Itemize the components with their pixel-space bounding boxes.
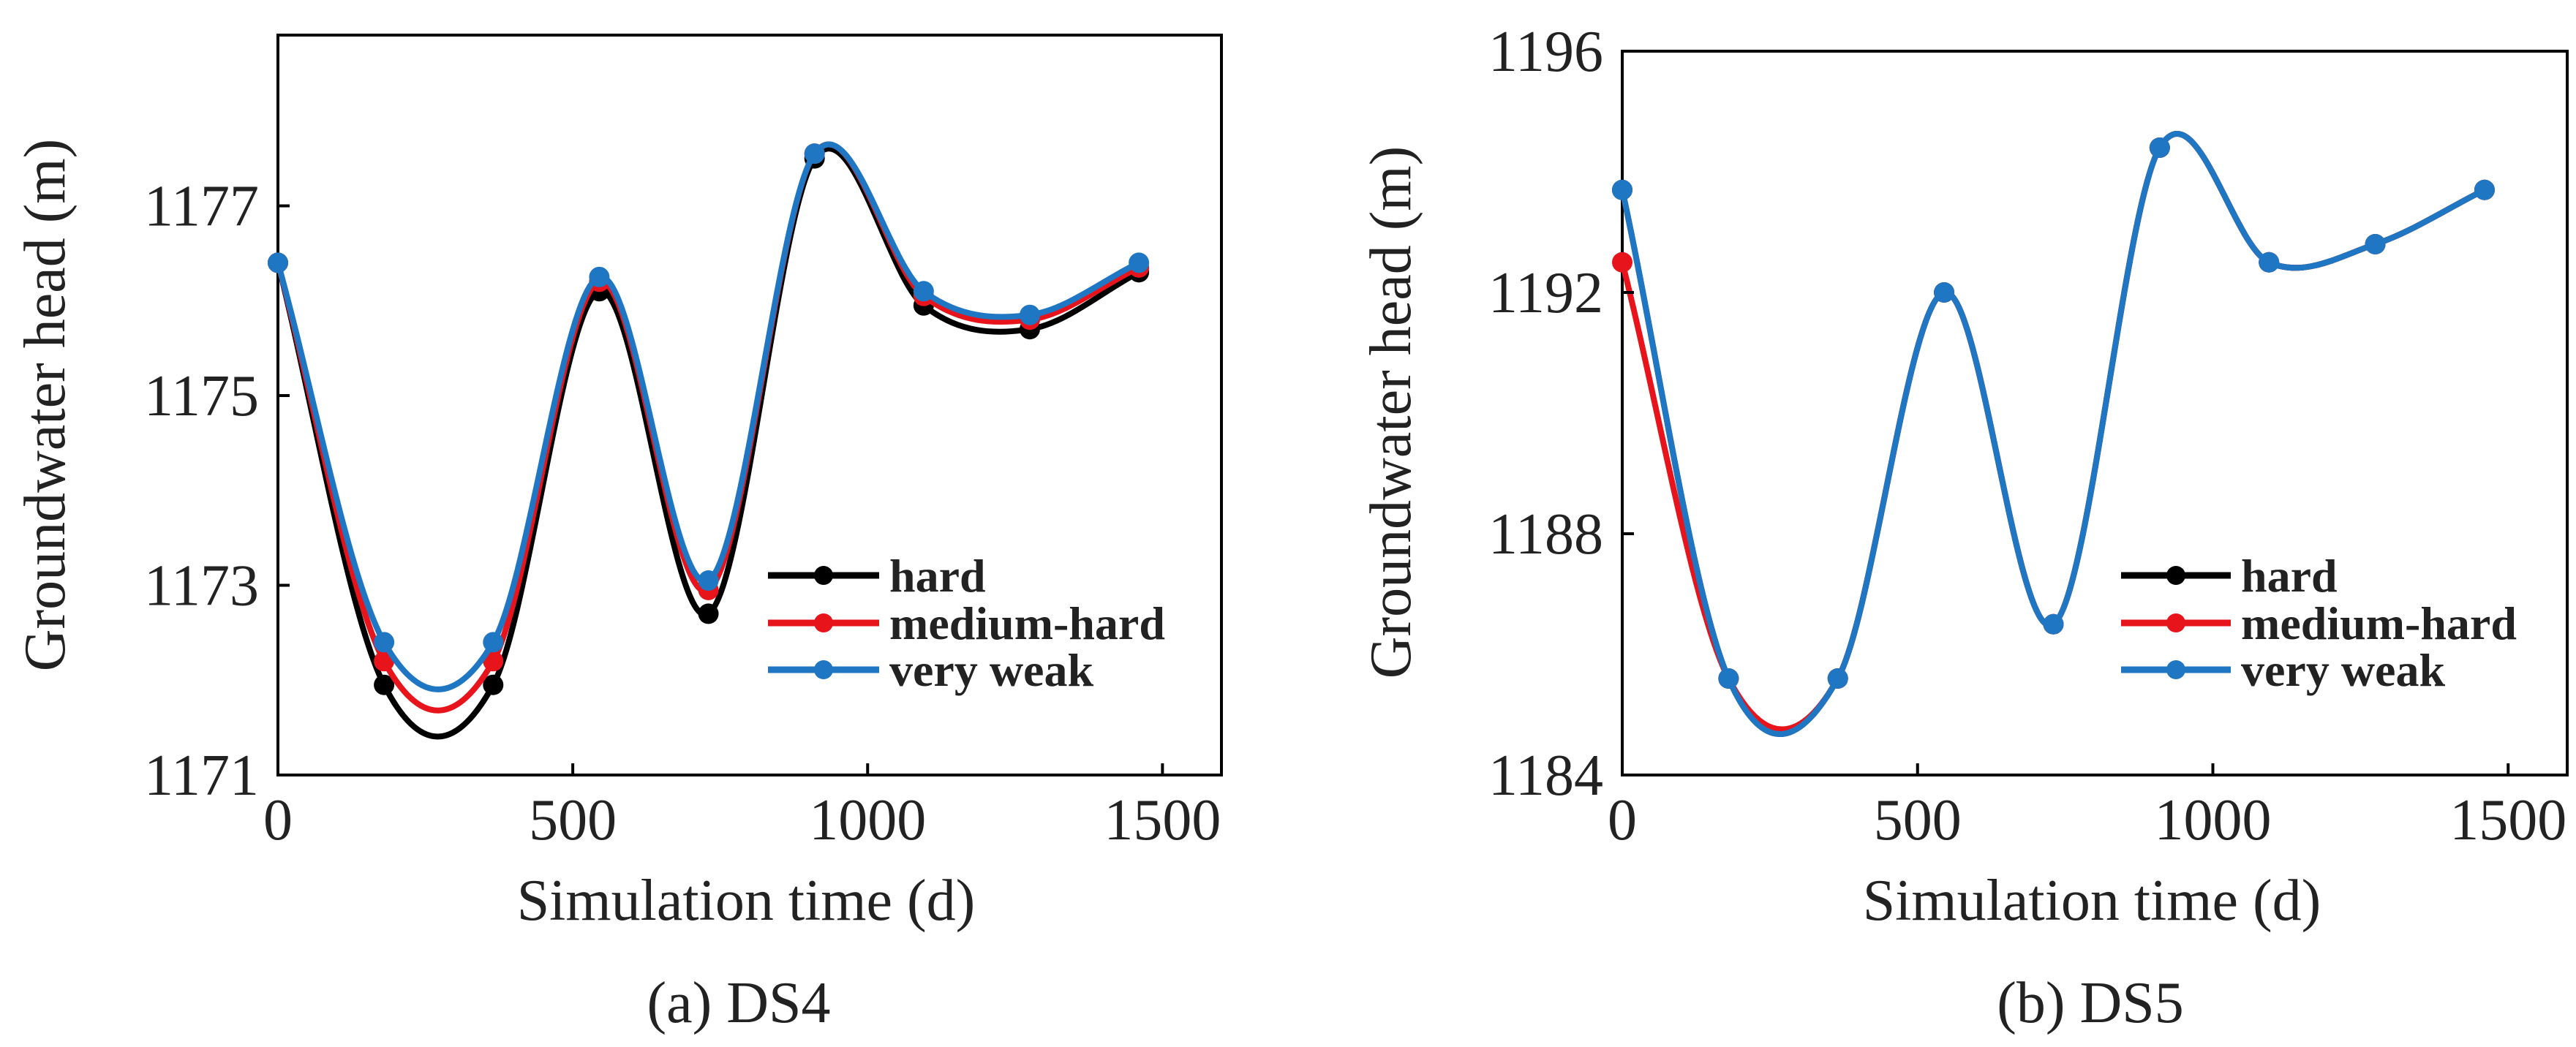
legend-label-medium-hard: medium-hard [889,597,1165,649]
legend-label-hard: hard [889,550,986,602]
data-point-hard [698,603,719,624]
y-axis-title: Groundwater head (m) [13,139,78,672]
series-layer [268,141,1150,740]
x-tick-label: 1000 [2155,788,2272,853]
tick-layer: 0 500 1000 1500 1171 1173 1175 1177 [144,175,1221,853]
panel-caption: (b) DS5 [1997,971,2184,1035]
data-point-hard [374,674,395,695]
plot-frame [1621,50,2569,776]
legend-marker-hard [2166,566,2185,585]
data-point-very-weak [1718,668,1739,689]
legend-label-hard: hard [2241,550,2338,602]
panel-b: 0 500 1000 1500 1184 1188 1192 1196 hard medium… [1359,20,2569,1035]
data-point-very-weak [2149,137,2170,158]
legend-marker-very-weak [814,660,833,679]
data-point-medium-hard [1612,252,1632,273]
legend-marker-hard [814,566,833,585]
y-tick-label: 1171 [144,744,259,808]
series-very-weak [1612,131,2495,738]
y-tick-label: 1173 [144,554,259,619]
data-point-very-weak [698,570,719,591]
y-tick-label: 1188 [1488,502,1603,567]
x-tick-label: 500 [529,788,617,853]
y-tick-label: 1175 [144,364,259,428]
y-tick-label: 1192 [1488,261,1603,325]
data-point-very-weak [1934,282,1955,303]
x-tick-label: 1500 [1104,788,1221,853]
legend-label-very-weak: very weak [2241,644,2445,696]
data-point-very-weak [2365,234,2386,254]
y-axis-title: Groundwater head (m) [1359,146,1423,679]
x-axis-title: Simulation time (d) [517,869,976,933]
plot-frame [276,34,1223,776]
data-point-very-weak [268,252,288,273]
legend: hard medium-hard very weak [2121,550,2517,696]
data-point-medium-hard [483,651,504,672]
data-point-very-weak [2259,252,2280,273]
legend-marker-very-weak [2166,660,2185,679]
tick-layer: 0 500 1000 1500 1184 1188 1192 1196 [1488,20,2566,853]
legend: hard medium-hard very weak [768,550,1165,696]
data-point-very-weak [804,143,825,165]
series-layer [1612,131,2495,738]
x-tick-label: 500 [1874,788,1962,853]
data-point-very-weak [1612,179,1632,200]
series-very-weak [268,141,1150,692]
x-tick-label: 1500 [2449,788,2566,853]
panel-a: 0 500 1000 1500 1171 1173 1175 1177 hard medium… [13,34,1223,1035]
data-point-very-weak [483,632,504,653]
data-point-very-weak [2043,613,2064,635]
legend-label-very-weak: very weak [889,644,1093,696]
y-tick-label: 1184 [1488,744,1603,808]
data-point-very-weak [1827,668,1848,689]
legend-marker-medium-hard [814,613,833,632]
x-tick-label: 1000 [809,788,926,853]
legend-marker-medium-hard [2166,613,2185,632]
x-axis-title: Simulation time (d) [1863,869,2321,933]
data-point-hard [483,674,504,695]
x-tick-label: 0 [263,788,293,853]
data-point-very-weak [589,266,610,287]
legend-label-medium-hard: medium-hard [2241,597,2517,649]
data-point-very-weak [913,281,934,302]
x-tick-label: 0 [1608,788,1637,853]
y-tick-label: 1177 [144,175,259,239]
data-point-very-weak [1019,304,1040,325]
y-tick-label: 1196 [1488,20,1603,84]
data-point-very-weak [2474,179,2495,200]
panel-caption: (a) DS4 [647,971,830,1035]
data-point-very-weak [374,632,395,653]
data-point-very-weak [1129,252,1150,273]
